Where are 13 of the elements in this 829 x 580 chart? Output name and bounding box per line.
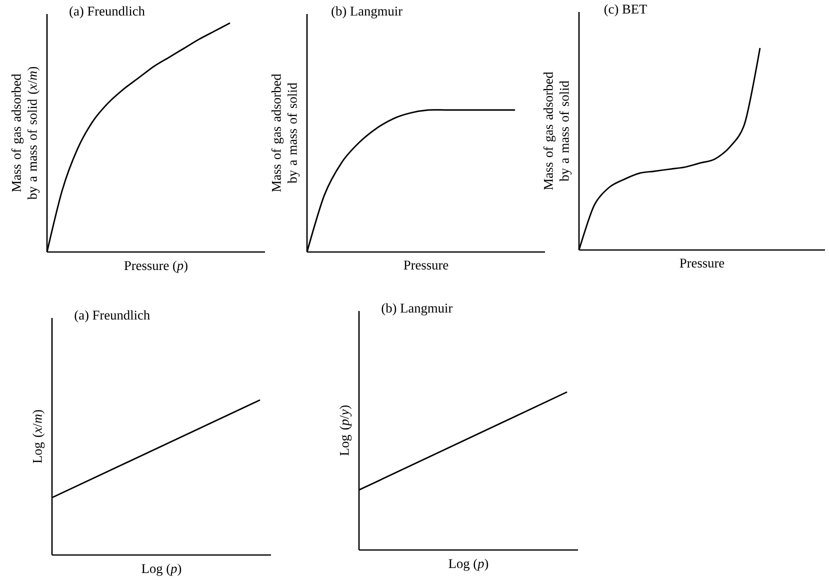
x-axis-title: Log (p) xyxy=(142,564,182,576)
chart-title: (a) Freundlich xyxy=(70,6,145,18)
x-axis-title: Pressure xyxy=(680,258,724,268)
x-axis-title: Pressure (p) xyxy=(124,260,188,273)
y-axis-title: Log (x/m) xyxy=(32,410,45,464)
y-axis-title: Mass of gas adsorbed by a mass of solid xyxy=(543,72,572,190)
chart-title: (b) Langmuir xyxy=(332,6,402,18)
chart-title: (a) Freundlich xyxy=(74,310,150,322)
chart-title: (c) BET xyxy=(604,4,647,16)
y-axis-title: Mass of gas adsorbed by a mass of solid xyxy=(271,74,300,192)
x-axis-title: Pressure xyxy=(404,260,448,270)
chart-title: (b) Langmuir xyxy=(382,303,453,316)
x-axis-title: Log (p) xyxy=(448,558,488,571)
